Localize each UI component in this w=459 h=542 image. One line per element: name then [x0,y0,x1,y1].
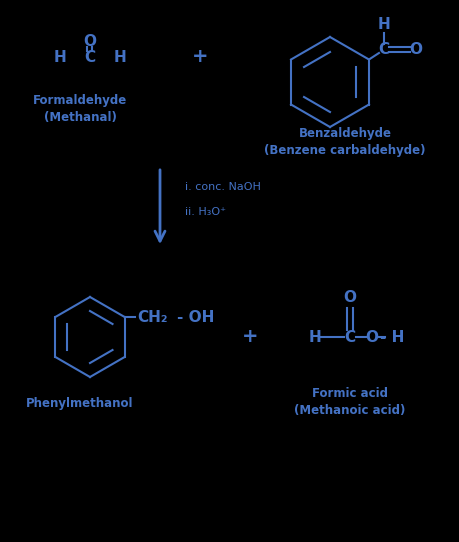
Text: +: + [241,327,257,346]
Text: Phenylmethanol: Phenylmethanol [26,397,134,410]
Text: - OH: - OH [176,309,213,325]
Text: Benzaldehyde
(Benzene carbaldehyde): Benzaldehyde (Benzene carbaldehyde) [263,127,425,157]
Text: ii. H₃O⁺: ii. H₃O⁺ [185,207,225,217]
Text: H: H [113,49,126,64]
Text: O: O [365,330,378,345]
Text: Formic acid
(Methanoic acid): Formic acid (Methanoic acid) [294,387,405,417]
Text: O: O [84,35,96,49]
Text: +: + [191,48,208,67]
Text: O: O [409,42,421,57]
Text: Formaldehyde
(Methanal): Formaldehyde (Methanal) [33,94,127,124]
Text: C: C [378,42,389,57]
Text: C: C [84,49,95,64]
Text: H: H [308,330,321,345]
Text: - H: - H [379,330,403,345]
Text: CH₂: CH₂ [137,309,168,325]
Text: i. conc. NaOH: i. conc. NaOH [185,182,260,192]
Text: O: O [343,289,356,305]
Text: C: C [344,330,355,345]
Text: H: H [54,49,66,64]
Text: H: H [377,17,390,32]
